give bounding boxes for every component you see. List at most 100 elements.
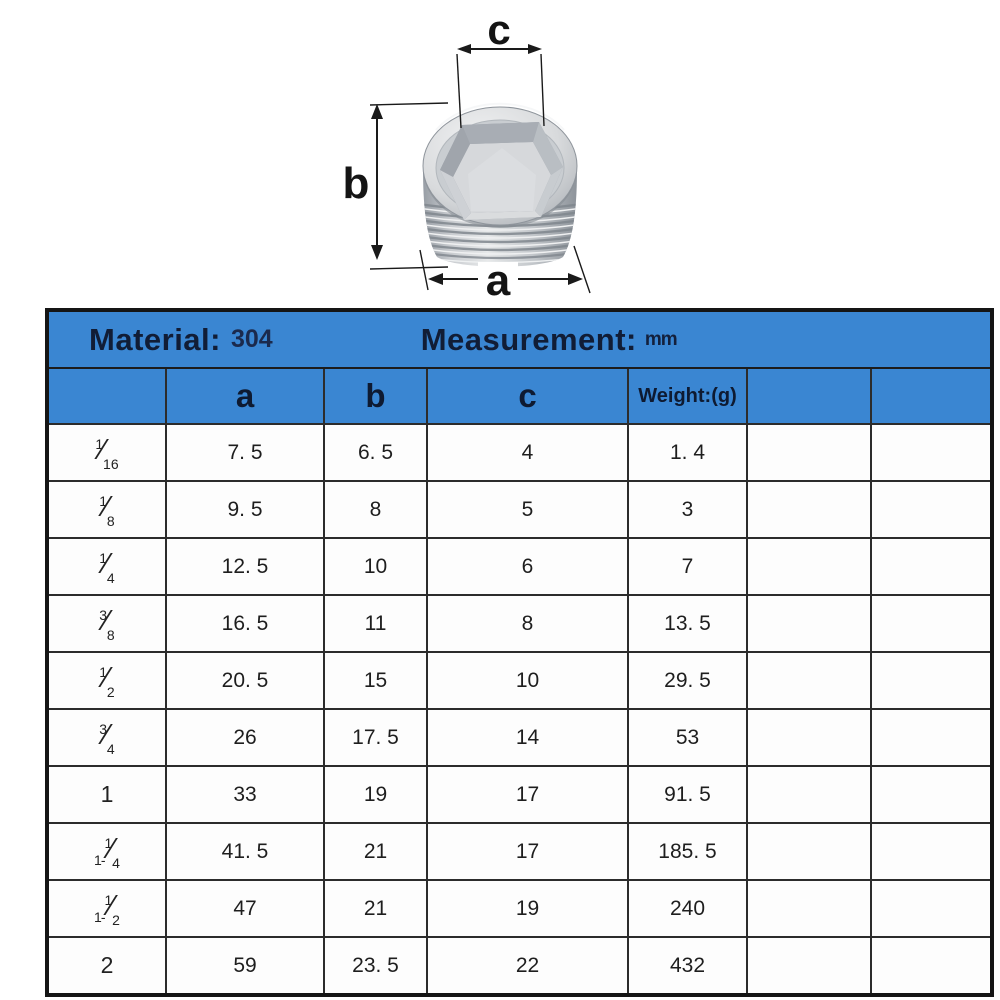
value-cell: 13. 5 xyxy=(627,594,748,653)
value-cell: 91. 5 xyxy=(627,765,748,824)
empty-cell xyxy=(869,594,994,653)
value-cell: 7. 5 xyxy=(165,423,325,482)
size-cell: 2 xyxy=(46,936,167,996)
empty-cell xyxy=(869,822,994,881)
value-cell: 240 xyxy=(627,879,748,938)
empty-cell xyxy=(869,423,994,482)
size-cell: 1⁄2 xyxy=(46,651,167,710)
value-cell: 15 xyxy=(323,651,428,710)
value-cell: 17 xyxy=(426,822,629,881)
table-row: 1⁄2 20. 5 15 10 29. 5 xyxy=(46,651,994,710)
empty-cell xyxy=(746,480,872,539)
value-cell: 8 xyxy=(323,480,428,539)
empty-cell xyxy=(869,765,994,824)
column-header-weight: Weight:(g) xyxy=(627,367,748,425)
empty-cell xyxy=(746,423,872,482)
size-cell: 3⁄8 xyxy=(46,594,167,653)
value-cell: 1. 4 xyxy=(627,423,748,482)
empty-cell xyxy=(746,936,872,996)
column-header-b: b xyxy=(323,367,428,425)
value-cell: 6. 5 xyxy=(323,423,428,482)
value-cell: 53 xyxy=(627,708,748,767)
table-row: 1 33 19 17 91. 5 xyxy=(46,765,994,824)
empty-cell xyxy=(869,537,994,596)
table-row: 3⁄8 16. 5 11 8 13. 5 xyxy=(46,594,994,653)
spec-table-body: 1⁄16 7. 5 6. 5 4 1. 4 1⁄8 9. 5 8 5 3 1⁄4 12. 5 10 6 7 3… xyxy=(46,423,994,996)
empty-cell xyxy=(869,651,994,710)
value-cell: 12. 5 xyxy=(165,537,325,596)
value-cell: 9. 5 xyxy=(165,480,325,539)
column-header-size xyxy=(46,367,167,425)
value-cell: 7 xyxy=(627,537,748,596)
value-cell: 5 xyxy=(426,480,629,539)
value-cell: 6 xyxy=(426,537,629,596)
empty-cell xyxy=(746,765,872,824)
empty-cell xyxy=(746,708,872,767)
table-row: 1⁄4 12. 5 10 6 7 xyxy=(46,537,994,596)
value-cell: 33 xyxy=(165,765,325,824)
value-cell: 47 xyxy=(165,879,325,938)
size-cell: 1 xyxy=(46,765,167,824)
table-row: 1-1⁄4 41. 5 21 17 185. 5 xyxy=(46,822,994,881)
product-figure: c b a xyxy=(343,6,591,302)
column-header-empty-1 xyxy=(746,367,872,425)
value-cell: 4 xyxy=(426,423,629,482)
size-cell: 1-1⁄2 xyxy=(46,879,167,938)
empty-cell xyxy=(746,594,872,653)
dimension-b xyxy=(369,102,449,270)
size-cell: 1⁄8 xyxy=(46,480,167,539)
value-cell: 10 xyxy=(323,537,428,596)
value-cell: 26 xyxy=(165,708,325,767)
value-cell: 20. 5 xyxy=(165,651,325,710)
label-backdrop xyxy=(478,262,518,298)
material-label: Material: xyxy=(89,321,221,357)
value-cell: 10 xyxy=(426,651,629,710)
value-cell: 185. 5 xyxy=(627,822,748,881)
value-cell: 14 xyxy=(426,708,629,767)
value-cell: 17 xyxy=(426,765,629,824)
value-cell: 432 xyxy=(627,936,748,996)
value-cell: 21 xyxy=(323,879,428,938)
dimension-label-b: b xyxy=(343,159,370,208)
spec-table: Material: 304 Measurement: mm a b c Weig… xyxy=(45,308,995,997)
value-cell: 19 xyxy=(426,879,629,938)
value-cell: 22 xyxy=(426,936,629,996)
empty-cell xyxy=(869,936,994,996)
dimension-label-a: a xyxy=(486,256,511,302)
value-cell: 19 xyxy=(323,765,428,824)
empty-cell xyxy=(746,879,872,938)
size-cell: 1⁄16 xyxy=(46,423,167,482)
value-cell: 3 xyxy=(627,480,748,539)
table-row: 1⁄16 7. 5 6. 5 4 1. 4 xyxy=(46,423,994,482)
empty-cell xyxy=(746,537,872,596)
empty-cell xyxy=(869,480,994,539)
value-cell: 29. 5 xyxy=(627,651,748,710)
column-header-a: a xyxy=(165,367,325,425)
column-header-empty-2 xyxy=(869,367,994,425)
column-header-c: c xyxy=(426,367,629,425)
table-row: 3⁄4 26 17. 5 14 53 xyxy=(46,708,994,767)
table-column-header-row: a b c Weight:(g) xyxy=(46,367,994,425)
value-cell: 23. 5 xyxy=(323,936,428,996)
empty-cell xyxy=(746,651,872,710)
table-title-row: Material: 304 Measurement: mm xyxy=(45,309,994,369)
table-row: 2 59 23. 5 22 432 xyxy=(46,936,994,996)
size-cell: 3⁄4 xyxy=(46,708,167,767)
measurement-unit: mm xyxy=(644,328,678,350)
plug-hex-socket xyxy=(440,122,563,220)
empty-cell xyxy=(869,708,994,767)
value-cell: 16. 5 xyxy=(165,594,325,653)
size-cell: 1⁄4 xyxy=(46,537,167,596)
table-row: 1-1⁄2 47 21 19 240 xyxy=(46,879,994,938)
dimension-label-c: c xyxy=(487,6,510,53)
value-cell: 11 xyxy=(323,594,428,653)
dimension-c xyxy=(456,44,545,129)
value-cell: 59 xyxy=(165,936,325,996)
value-cell: 41. 5 xyxy=(165,822,325,881)
value-cell: 21 xyxy=(323,822,428,881)
size-cell: 1-1⁄4 xyxy=(46,822,167,881)
empty-cell xyxy=(746,822,872,881)
measurement-label: Measurement: xyxy=(420,321,637,357)
